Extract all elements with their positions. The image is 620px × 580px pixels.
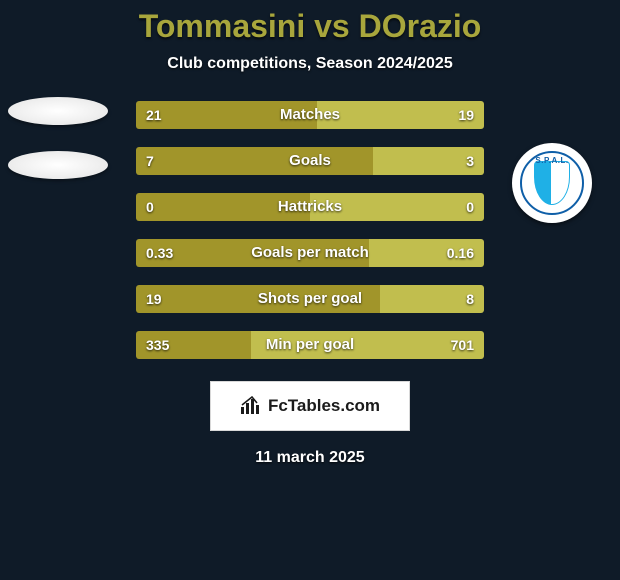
date-line: 11 march 2025 [0,449,620,467]
stat-value-left: 0.33 [146,239,173,267]
stat-bar: 0 0 Hattricks [136,193,484,221]
player-left-badge [8,97,108,197]
brand-box: FcTables.com [210,381,410,431]
stat-label: Goals per match [251,239,369,267]
stat-label: Min per goal [266,331,354,359]
stat-value-left: 21 [146,101,162,129]
stat-label: Shots per goal [258,285,362,313]
stat-value-right: 3 [466,147,474,175]
stat-value-right: 19 [458,101,474,129]
stat-bar: 21 19 Matches [136,101,484,129]
stat-value-left: 0 [146,193,154,221]
placeholder-ellipse-icon [8,151,108,179]
stat-bar: 19 8 Shots per goal [136,285,484,313]
player-right-badge: S.P.A.L. [512,143,612,243]
stat-bar: 7 3 Goals [136,147,484,175]
stat-value-left: 7 [146,147,154,175]
placeholder-ellipse-icon [8,97,108,125]
stat-bar: 0.33 0.16 Goals per match [136,239,484,267]
brand-text: FcTables.com [268,396,380,416]
stat-value-right: 701 [451,331,474,359]
stat-value-left: 19 [146,285,162,313]
stat-value-right: 8 [466,285,474,313]
stat-value-right: 0.16 [447,239,474,267]
comparison-card: Tommasini vs DOrazio Club competitions, … [0,0,620,580]
spal-club-badge-icon: S.P.A.L. [512,143,592,223]
stat-bar: 335 701 Min per goal [136,331,484,359]
stat-label: Matches [280,101,340,129]
stat-bars: 21 19 Matches 7 3 Goals 0 0 Hattricks 0.33 0.16 Goa… [136,101,484,359]
bar-chart-icon [240,396,262,416]
stat-label: Goals [289,147,331,175]
stat-value-left: 335 [146,331,169,359]
content-area: S.P.A.L. 21 19 Matches 7 3 Goals 0 0 Hattricks 0.… [0,101,620,467]
stat-bar-fill-left [136,147,373,175]
stat-value-right: 0 [466,193,474,221]
stat-label: Hattricks [278,193,342,221]
page-subtitle: Club competitions, Season 2024/2025 [0,55,620,73]
page-title: Tommasini vs DOrazio [0,0,620,45]
